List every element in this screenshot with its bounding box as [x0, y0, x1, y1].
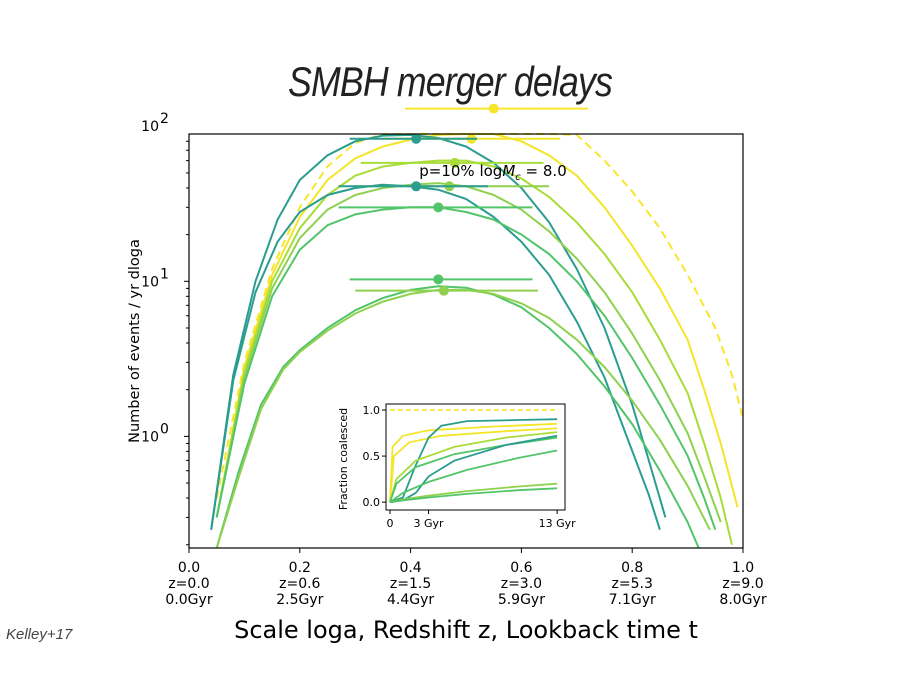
y-tick-label-1: 10	[141, 274, 159, 290]
inset-x-tick-label-2: 13 Gyr	[539, 517, 577, 530]
x-tick-label-0-2: 0.0Gyr	[165, 592, 212, 608]
plot-frame	[188, 133, 744, 549]
y-tick-exponent-0: 2	[160, 111, 169, 127]
peak-marker-6	[411, 181, 422, 192]
inset-series-line-4	[389, 418, 558, 504]
x-axis-label: Scale loga, Redshift z, Lookback time t	[234, 616, 698, 644]
x-tick-label-1-1: z=0.6	[279, 576, 320, 592]
x-tick-label-2-2: 4.4Gyr	[387, 592, 434, 608]
series-line-7	[215, 206, 717, 531]
y-tick-exponent-1: 1	[160, 266, 169, 282]
credit-text: Kelley+17	[6, 626, 73, 643]
inset-series-line-8	[389, 449, 558, 503]
inset-series-line-5	[389, 431, 558, 503]
peak-marker-8	[433, 274, 444, 285]
series-line-8	[215, 285, 700, 549]
inset-series-line-10	[389, 487, 558, 504]
inset-frame	[385, 403, 566, 511]
inset-y-tick-label-2: 1.0	[363, 404, 381, 417]
slide-title: SMBH merger delays	[288, 58, 613, 105]
peak-marker-3	[449, 157, 460, 168]
inset-y-tick-label-0: 0.0	[363, 496, 381, 509]
x-tick-label-3-1: z=3.0	[501, 576, 542, 592]
x-tick-label-4-2: 7.1Gyr	[609, 592, 656, 608]
y-tick-exponent-2: 0	[160, 421, 169, 437]
x-tick-label-3-2: 5.9Gyr	[498, 592, 545, 608]
x-tick-label-0-1: z=0.0	[168, 576, 209, 592]
chart-annotation: p=10% logMc = 8.0	[419, 162, 567, 183]
inset-x-tick-label-0: 0	[387, 517, 394, 530]
x-tick-label-5-1: z=9.0	[722, 576, 763, 592]
series-line-5	[215, 182, 722, 523]
x-tick-label-2-1: z=1.5	[390, 576, 431, 592]
peak-markers	[338, 103, 588, 296]
x-tick-label-5-0: 1.0	[732, 560, 754, 576]
x-tick-label-4-1: z=5.3	[612, 576, 653, 592]
y-tick-label-2: 10	[141, 429, 159, 445]
inset-y-tick-label-1: 0.5	[363, 450, 381, 463]
inset-series-line-3	[389, 427, 558, 503]
series-line-1	[215, 133, 744, 499]
inset-series-line-2	[389, 422, 558, 503]
peak-marker-4	[411, 133, 422, 144]
x-tick-label-0-0: 0.0	[178, 560, 200, 576]
x-tick-label-2-0: 0.4	[399, 560, 421, 576]
peak-marker-9	[438, 285, 449, 296]
y-tick-label-0: 10	[141, 119, 159, 135]
series-line-6	[210, 183, 661, 531]
x-tick-label-3-0: 0.6	[510, 560, 532, 576]
inset-y-axis-label: Fraction coalesced	[337, 408, 350, 510]
x-tick-label-1-2: 2.5Gyr	[276, 592, 323, 608]
peak-marker-1	[488, 103, 499, 114]
x-tick-label-4-0: 0.8	[621, 560, 643, 576]
x-axis-ticks: 0.0z=0.00.0Gyr 0.2z=0.62.5Gyr 0.4z=1.54.4G…	[165, 548, 767, 608]
inset-x-tick-label-1: 3 Gyr	[414, 517, 445, 530]
inset-chart: 0 3 Gyr 13 Gyr 0.0 0.5 1.0 Fraction coalesced	[337, 403, 577, 530]
inset-ticks: 0 3 Gyr 13 Gyr 0.0 0.5 1.0	[363, 404, 577, 530]
x-tick-label-5-2: 8.0Gyr	[719, 592, 766, 608]
inset-series-lines	[389, 409, 558, 504]
series-line-3	[215, 159, 733, 545]
y-axis-label: Number of events / yr dloga	[127, 239, 143, 443]
x-tick-label-1-0: 0.2	[289, 560, 311, 576]
peak-marker-7	[433, 202, 444, 213]
